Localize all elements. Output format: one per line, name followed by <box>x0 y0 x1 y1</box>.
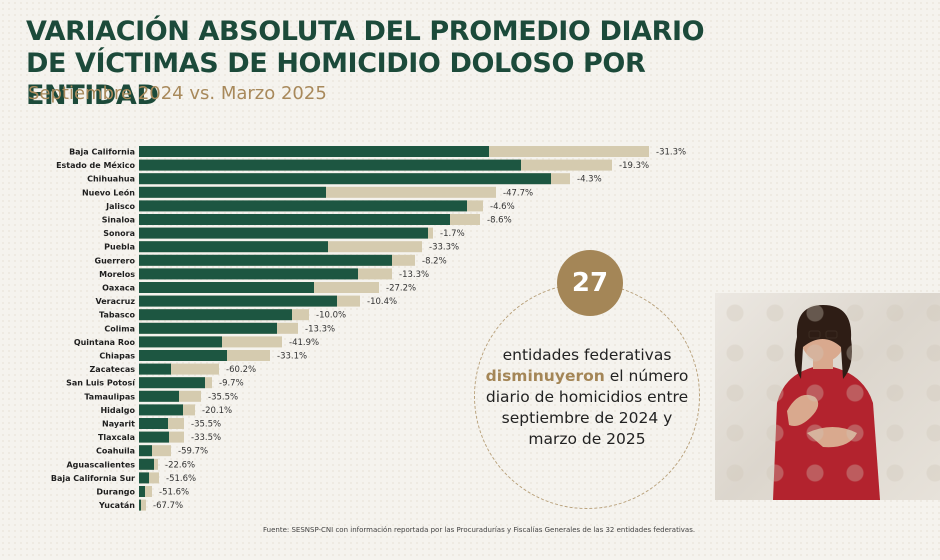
category-label-chiapas: Chiapas <box>99 352 135 361</box>
bar-march-2025-tamaulipas <box>139 390 179 402</box>
bar-march-2025-durango <box>139 486 145 497</box>
category-label-chihuahua: Chihuahua <box>87 175 135 184</box>
callout-highlight: disminuyeron <box>485 367 605 385</box>
callout-text: entidades federativas disminuyeron el núm… <box>484 345 690 450</box>
pct-change-label-chiapas: -33.1% <box>277 352 307 362</box>
category-label-coahuila: Coahuila <box>96 447 135 456</box>
bar-march-2025-zacatecas <box>139 363 171 375</box>
category-label-yucatan: Yucatán <box>98 501 135 510</box>
pct-change-label-san-luis-potosi: -9.7% <box>219 379 244 389</box>
bar-march-2025-veracruz <box>139 295 337 307</box>
category-label-tabasco: Tabasco <box>99 311 135 320</box>
bar-chart: Baja California -31.3% Estado de México -19… <box>51 146 686 511</box>
bar-march-2025-jalisco <box>139 200 467 212</box>
category-label-morelos: Morelos <box>99 270 135 279</box>
pct-change-label-nuevo-leon: -47.7% <box>503 188 533 198</box>
bar-march-2025-puebla <box>139 241 328 253</box>
pct-change-label-baja-california: -31.3% <box>656 148 686 158</box>
category-label-tamaulipas: Tamaulipas <box>84 392 135 401</box>
bar-march-2025-hidalgo <box>139 404 183 416</box>
category-label-hidalgo: Hidalgo <box>100 406 135 415</box>
bar-march-2025-morelos <box>139 268 358 280</box>
pct-change-label-nayarit: -35.5% <box>191 420 221 430</box>
category-label-puebla: Puebla <box>104 243 135 252</box>
category-label-sonora: Sonora <box>103 229 135 238</box>
pct-change-label-puebla: -33.3% <box>429 243 459 253</box>
bar-sept-2024-coahuila <box>139 445 171 457</box>
bar-march-2025-sinaloa <box>139 214 450 225</box>
bar-march-2025-nayarit <box>139 418 168 429</box>
page-title: VARIACIÓN ABSOLUTA DEL PROMEDIO DIARIO D… <box>26 16 705 111</box>
interpreter-figure <box>773 305 880 500</box>
category-label-tlaxcala: Tlaxcala <box>98 433 135 442</box>
category-label-jalisco: Jalisco <box>105 202 135 211</box>
category-label-durango: Durango <box>96 488 135 497</box>
category-label-nayarit: Nayarit <box>102 420 135 429</box>
bar-march-2025-chiapas <box>139 350 227 361</box>
bar-sept-2024-yucatan <box>139 499 146 511</box>
category-label-aguascalientes: Aguascalientes <box>66 460 135 469</box>
bar-march-2025-oaxaca <box>139 282 314 293</box>
category-label-guerrero: Guerrero <box>95 256 136 265</box>
pct-change-label-coahuila: -59.7% <box>178 447 208 457</box>
bar-march-2025-tlaxcala <box>139 431 169 443</box>
pct-change-label-estado-de-mexico: -19.3% <box>619 161 649 171</box>
pct-change-label-sinaloa: -8.6% <box>487 216 512 226</box>
pct-change-label-guerrero: -8.2% <box>422 256 447 266</box>
category-label-veracruz: Veracruz <box>95 297 135 306</box>
bar-march-2025-aguascalientes <box>139 458 154 470</box>
sign-language-interpreter-video <box>715 293 940 500</box>
video-background-pattern <box>715 293 940 500</box>
bar-march-2025-quintana-roo <box>139 336 222 348</box>
pct-change-label-zacatecas: -60.2% <box>226 365 256 375</box>
pct-change-label-quintana-roo: -41.9% <box>289 338 319 348</box>
category-label-baja-california-sur: Baja California Sur <box>51 474 135 483</box>
bar-march-2025-coahuila <box>139 445 152 457</box>
count-badge: 27 <box>557 250 623 316</box>
pct-change-label-tabasco: -10.0% <box>316 311 346 321</box>
bar-march-2025-sonora <box>139 227 428 239</box>
pct-change-label-jalisco: -4.6% <box>490 202 515 212</box>
category-label-nuevo-leon: Nuevo León <box>82 187 135 197</box>
category-label-san-luis-potosi: San Luis Potosí <box>66 379 136 388</box>
pct-change-label-colima: -13.3% <box>305 324 335 334</box>
pct-change-label-tamaulipas: -35.5% <box>208 392 238 402</box>
pct-change-label-sonora: -1.7% <box>440 229 465 239</box>
category-label-baja-california: Baja California <box>69 148 135 157</box>
bar-march-2025-guerrero <box>139 254 392 266</box>
page-subtitle: Septiembre 2024 vs. Marzo 2025 <box>28 83 327 104</box>
category-label-colima: Colima <box>104 324 135 333</box>
pct-change-label-hidalgo: -20.1% <box>202 406 232 416</box>
bar-march-2025-chihuahua <box>139 173 551 185</box>
bar-march-2025-colima <box>139 322 277 334</box>
category-label-zacatecas: Zacatecas <box>90 365 136 374</box>
pct-change-label-veracruz: -10.4% <box>367 297 397 307</box>
bar-sept-2024-durango <box>139 486 152 497</box>
bar-march-2025-baja-california <box>139 146 489 157</box>
bar-march-2025-estado-de-mexico <box>139 159 521 171</box>
pct-change-label-oaxaca: -27.2% <box>386 284 416 294</box>
bar-march-2025-san-luis-potosi <box>139 377 205 389</box>
callout-text-after: el número diario de homicidios entre sep… <box>485 367 689 448</box>
pct-change-label-baja-california-sur: -51.6% <box>166 474 196 484</box>
pct-change-label-durango: -51.6% <box>159 488 189 498</box>
category-label-quintana-roo: Quintana Roo <box>74 338 136 347</box>
pct-change-label-chihuahua: -4.3% <box>577 175 602 185</box>
source-note: Fuente: SESNSP-CNI con información repor… <box>263 526 696 534</box>
category-label-oaxaca: Oaxaca <box>102 284 135 293</box>
callout-text-before: entidades federativas <box>502 346 672 364</box>
pct-change-label-morelos: -13.3% <box>399 270 429 280</box>
bar-march-2025-baja-california-sur <box>139 472 149 484</box>
bar-march-2025-nuevo-leon <box>139 186 326 198</box>
category-label-estado-de-mexico: Estado de México <box>56 160 135 170</box>
bar-sept-2024-zacatecas <box>139 363 219 375</box>
pct-change-label-tlaxcala: -33.5% <box>191 433 221 443</box>
bar-march-2025-yucatan <box>139 499 141 511</box>
pct-change-label-aguascalientes: -22.6% <box>165 460 195 470</box>
bar-march-2025-tabasco <box>139 309 292 321</box>
category-label-sinaloa: Sinaloa <box>102 216 135 225</box>
pct-change-label-yucatan: -67.7% <box>153 501 183 511</box>
